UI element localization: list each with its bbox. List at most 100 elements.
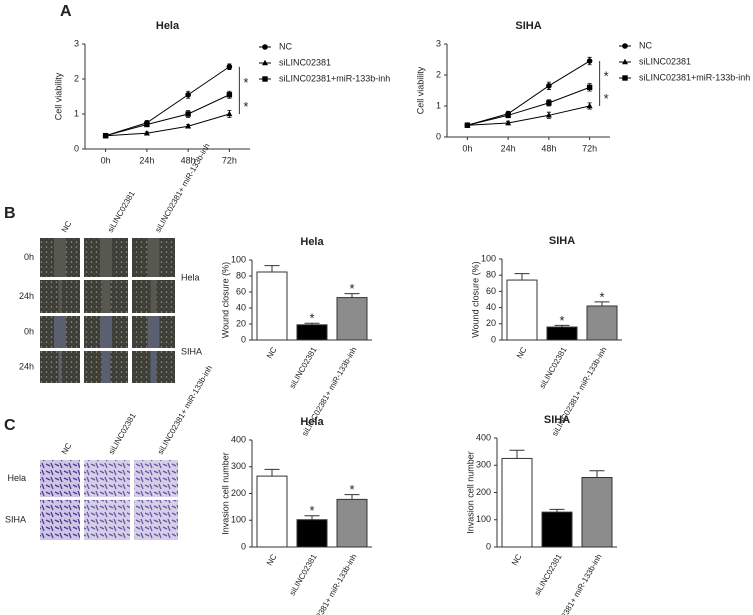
wound-gap bbox=[101, 351, 111, 383]
error-bar bbox=[589, 470, 605, 478]
x-tick-label: 48h bbox=[181, 155, 196, 165]
x-tick-label: 72h bbox=[222, 155, 237, 165]
chart-title: Hela bbox=[156, 20, 180, 32]
row-label: Hela bbox=[7, 473, 26, 483]
wound-gap bbox=[58, 351, 62, 383]
significance: * bbox=[559, 313, 564, 328]
y-tick-label: 20 bbox=[486, 318, 496, 328]
y-tick-label: 1 bbox=[74, 108, 79, 118]
significance: * bbox=[243, 99, 248, 114]
wound-gap bbox=[147, 316, 160, 348]
bar bbox=[256, 475, 288, 548]
y-tick-label: 0 bbox=[241, 334, 246, 344]
significance: * bbox=[604, 69, 609, 84]
error-bar bbox=[264, 265, 280, 272]
bar bbox=[581, 477, 613, 548]
error-bar bbox=[344, 293, 360, 298]
bar bbox=[296, 324, 328, 341]
series-line bbox=[105, 94, 230, 137]
significance: * bbox=[309, 311, 314, 326]
y-axis-label: Wound closure (%) bbox=[220, 262, 230, 338]
legend-marker bbox=[262, 44, 268, 50]
y-axis-label: Wound closure (%) bbox=[470, 261, 480, 337]
y-tick-label: 80 bbox=[236, 270, 246, 280]
invasion-image bbox=[84, 500, 130, 540]
y-tick-label: 20 bbox=[236, 318, 246, 328]
bar bbox=[336, 498, 368, 548]
bar bbox=[336, 297, 368, 341]
x-tick-label: 24h bbox=[501, 143, 516, 153]
bar bbox=[506, 279, 538, 341]
cell-line-label: SIHA bbox=[181, 346, 202, 356]
series-line bbox=[105, 113, 230, 137]
wound-gap bbox=[100, 238, 112, 277]
point bbox=[226, 110, 233, 117]
error-bar bbox=[264, 468, 280, 477]
series-line bbox=[467, 105, 590, 126]
point bbox=[545, 112, 552, 118]
column-label: NC bbox=[60, 441, 74, 456]
error-bar bbox=[304, 515, 320, 520]
point bbox=[505, 112, 511, 118]
chart-title: SIHA bbox=[549, 235, 575, 247]
y-tick-label: 0 bbox=[436, 131, 441, 141]
significance: * bbox=[599, 289, 604, 304]
legend-marker bbox=[262, 59, 268, 66]
legend-marker bbox=[622, 58, 628, 65]
y-tick-label: 100 bbox=[231, 515, 246, 525]
point bbox=[464, 122, 471, 128]
bar bbox=[586, 305, 618, 341]
x-tick-label: 0h bbox=[101, 155, 111, 165]
y-tick-label: 200 bbox=[231, 488, 246, 498]
y-tick-label: 3 bbox=[74, 38, 79, 48]
legend-label: NC bbox=[639, 40, 652, 50]
bar bbox=[541, 511, 573, 548]
wound-gap bbox=[54, 316, 66, 348]
significance: * bbox=[349, 281, 354, 296]
x-tick-label: 24h bbox=[139, 155, 154, 165]
chart-title: SIHA bbox=[515, 20, 541, 32]
column-label: siLINC02381 bbox=[106, 189, 137, 234]
wound-gap bbox=[101, 280, 111, 313]
legend-label: NC bbox=[279, 41, 292, 51]
cell-line-label: Hela bbox=[181, 272, 200, 282]
x-tick-label: siLINC02381 bbox=[533, 552, 564, 597]
point bbox=[185, 111, 191, 117]
legend-marker bbox=[622, 43, 628, 49]
series-line bbox=[467, 60, 590, 126]
legend-label: siLINC02381 bbox=[639, 56, 691, 66]
error-bar bbox=[344, 494, 360, 500]
point bbox=[505, 119, 512, 126]
x-tick-label: NC bbox=[510, 552, 524, 567]
y-tick-label: 60 bbox=[236, 286, 246, 296]
bar bbox=[296, 519, 328, 548]
point bbox=[586, 102, 593, 109]
y-axis-label: Invasion cell number bbox=[465, 451, 475, 534]
row-label: 0h bbox=[24, 326, 34, 336]
y-tick-label: 2 bbox=[74, 73, 79, 83]
wound-gap bbox=[150, 351, 157, 383]
legend-label: siLINC02381+miR-133b-inh bbox=[639, 72, 750, 82]
row-label: SIHA bbox=[5, 514, 26, 524]
row-label: 0h bbox=[24, 252, 34, 262]
wound-gap bbox=[58, 280, 62, 313]
point bbox=[546, 83, 552, 89]
y-tick-label: 100 bbox=[481, 253, 496, 263]
y-tick-label: 80 bbox=[486, 270, 496, 280]
error-bar bbox=[594, 301, 610, 306]
y-tick-label: 100 bbox=[231, 254, 246, 264]
y-axis-label: Cell viability bbox=[415, 66, 425, 114]
x-tick-label: 0h bbox=[462, 143, 472, 153]
series-line bbox=[467, 86, 590, 126]
invasion-image bbox=[134, 460, 178, 497]
invasion-image bbox=[40, 460, 80, 497]
x-tick-label: NC bbox=[515, 345, 529, 360]
x-tick-label: siLINC02381 bbox=[538, 345, 569, 390]
y-tick-label: 0 bbox=[241, 541, 246, 551]
significance: * bbox=[243, 75, 248, 90]
bar bbox=[256, 271, 288, 341]
significance: * bbox=[604, 91, 609, 106]
y-tick-label: 0 bbox=[74, 143, 79, 153]
chart-title: Hela bbox=[300, 236, 324, 248]
